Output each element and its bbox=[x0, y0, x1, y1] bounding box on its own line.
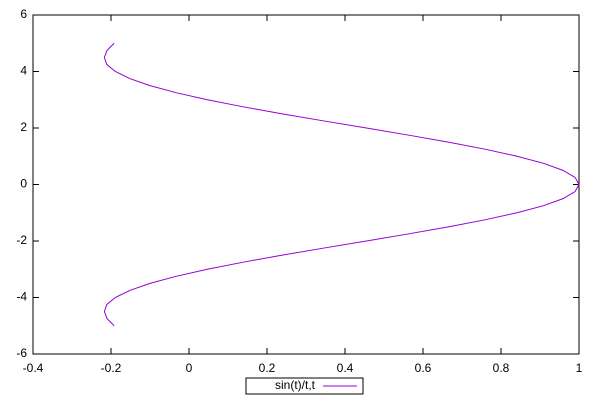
y-tick-label: 6 bbox=[20, 7, 27, 21]
y-tick-label: 2 bbox=[20, 120, 27, 134]
series-line bbox=[103, 42, 580, 327]
x-tick-label: -0.2 bbox=[101, 361, 122, 375]
legend-box bbox=[245, 377, 364, 395]
x-tick-label: -0.4 bbox=[23, 361, 44, 375]
x-tick-label: 0.8 bbox=[493, 361, 510, 375]
x-tick-label: 1 bbox=[576, 361, 583, 375]
y-tick-label: -6 bbox=[16, 346, 27, 360]
x-tick-label: 0.4 bbox=[337, 361, 354, 375]
x-tick-label: 0.2 bbox=[259, 361, 276, 375]
plot-border bbox=[32, 14, 580, 355]
x-tick-label: 0.6 bbox=[415, 361, 432, 375]
legend-label: sin(t)/t,t bbox=[275, 378, 316, 392]
x-tick-label: 0 bbox=[186, 361, 193, 375]
y-tick-label: 0 bbox=[20, 177, 27, 191]
y-tick-label: 4 bbox=[20, 64, 27, 78]
y-tick-label: -2 bbox=[16, 233, 27, 247]
y-tick-label: -4 bbox=[16, 290, 27, 304]
